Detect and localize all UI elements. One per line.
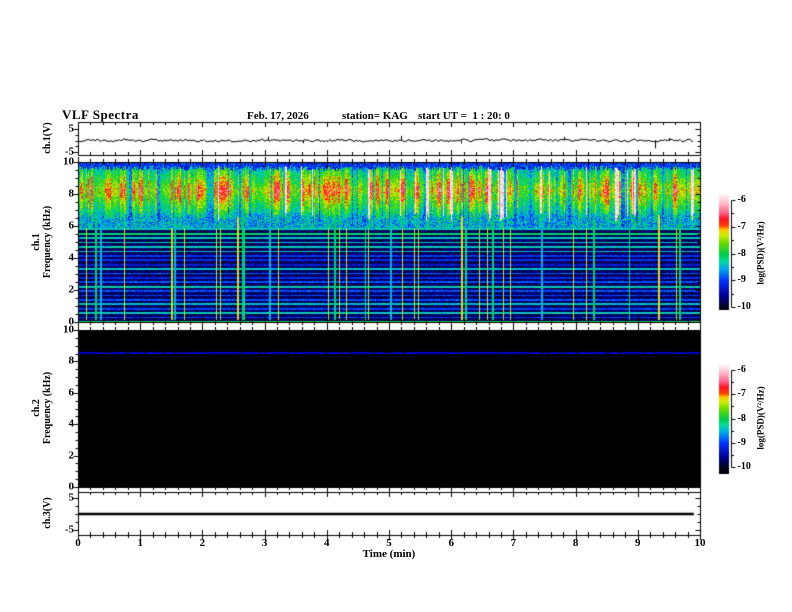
ch3-trace-y-tick-label: -5 (64, 523, 74, 536)
colorbar1-tick-label: -10 (737, 301, 751, 312)
x-tick-label: 9 (635, 537, 641, 549)
ch1-frequency-axis-label-line1: ch.1 (31, 233, 42, 251)
colorbar2-tick-label: -10 (737, 461, 751, 472)
x-tick-label: 10 (694, 537, 706, 549)
station-label: station= KAG (342, 110, 408, 122)
x-tick-label: 5 (386, 537, 392, 549)
ch2-frequency-axis-label-line2: Frequency (kHz) (42, 371, 53, 445)
colorbar2-tick-label: -6 (737, 364, 746, 375)
ch1-voltage-axis-label: ch.1(V) (42, 122, 53, 154)
ch1-trace-y-tick-label: 5 (68, 122, 75, 135)
ch1-spec-y-tick-label: 4 (68, 251, 75, 264)
colorbar1-label: log(PSD)(V²/Hz) (755, 221, 766, 285)
x-tick-label: 2 (199, 537, 206, 549)
colorbar1-tick-label: -7 (737, 220, 746, 232)
time-axis-label: Time (min) (362, 548, 416, 560)
ch1-spec-y-tick-label: 2 (68, 283, 75, 296)
x-tick-label: 7 (510, 537, 517, 549)
ch3-voltage-axis-label: ch.3(V) (42, 497, 53, 529)
ch1-frequency-axis-label-line2: Frequency (kHz) (42, 205, 53, 279)
x-tick-label: 6 (448, 537, 454, 549)
colorbar2-tick-label: -8 (737, 412, 746, 424)
colorbar1-tick-label: -9 (737, 274, 746, 286)
x-tick-label: 8 (572, 537, 579, 549)
ch2-frequency-axis-label-line1: ch.2 (31, 399, 42, 417)
ch2-spec-y-tick-label: 6 (68, 386, 75, 399)
ch2-spec-y-tick-label: 0 (68, 480, 75, 493)
ch1-spec-y-tick-label: 8 (68, 187, 75, 200)
colorbar2-label: log(PSD)(V²/Hz) (755, 386, 766, 450)
ch2-spec-y-tick-label: 10 (63, 323, 74, 336)
x-tick-label: 4 (324, 537, 330, 549)
x-tick-label: 3 (261, 537, 268, 549)
ch1-trace-y-tick-label: -5 (64, 145, 74, 158)
start-ut-label: start UT = 1 : 20: 0 (418, 110, 510, 122)
colorbar1-tick-label: -8 (737, 247, 746, 259)
ch2-spec-y-tick-label: 8 (68, 354, 75, 367)
x-tick-label: 0 (75, 537, 81, 549)
ch1-spec-y-tick-label: 6 (68, 219, 75, 232)
ch1-frequency-axis-label: ch.1 Frequency (kHz) (31, 206, 53, 278)
ch2-spec-y-tick-label: 4 (68, 417, 75, 430)
colorbar2-tick-label: -7 (737, 388, 746, 400)
colorbar2-tick-label: -9 (737, 436, 746, 448)
ch1-spec-y-tick-label: 0 (68, 315, 75, 328)
ch1-spec-y-tick-label: 10 (63, 155, 74, 168)
colorbar1-tick-label: -6 (737, 194, 746, 205)
plot-date: Feb. 17, 2026 (247, 110, 309, 122)
ch2-frequency-axis-label: ch.2 Frequency (kHz) (31, 372, 53, 444)
ch3-trace-y-tick-label: 5 (68, 491, 75, 504)
plot-title: VLF Spectra (62, 107, 139, 122)
x-tick-label: 1 (137, 537, 143, 549)
ch2-spec-y-tick-label: 2 (68, 449, 75, 462)
